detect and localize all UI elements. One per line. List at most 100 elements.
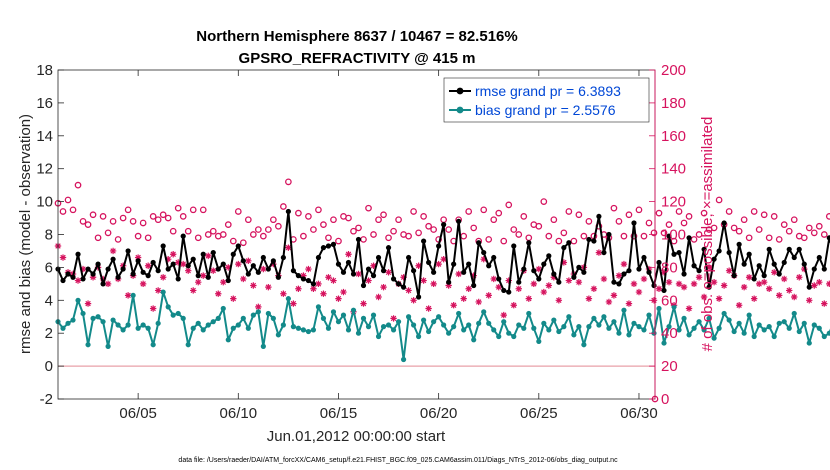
obs-possible-point [74, 181, 82, 189]
rmse-point [225, 277, 231, 284]
bias-point [566, 314, 572, 320]
obs-possible-point [825, 213, 830, 220]
bias-point [551, 317, 557, 323]
obs-assimilated-point [79, 265, 87, 273]
rmse-point [756, 263, 762, 269]
bias-point [726, 317, 732, 323]
rmse-point [175, 276, 181, 282]
x-tick-label: 06/20 [420, 405, 458, 422]
obs-possible-point [485, 236, 493, 243]
rmse-point [60, 277, 66, 284]
y2-tick-label: 140 [661, 161, 686, 178]
obs-possible-point [760, 211, 768, 219]
bias-point [771, 333, 777, 340]
obs-possible-point [775, 236, 783, 243]
obs-assimilated-point [655, 285, 663, 292]
rmse-point [691, 263, 697, 269]
obs-assimilated-point [500, 311, 507, 319]
rmse-point [561, 245, 567, 251]
obs-possible-point [490, 216, 498, 224]
rmse-point [245, 271, 251, 277]
bias-point [546, 327, 552, 333]
obs-assimilated-point [134, 254, 142, 261]
rmse-point [436, 243, 442, 249]
bias-point [340, 312, 347, 318]
bias-point [476, 320, 482, 326]
obs-assimilated-point [776, 292, 783, 299]
rmse-point [821, 266, 827, 272]
bias-point [300, 327, 307, 333]
obs-assimilated-point [164, 255, 172, 263]
bias-point [441, 322, 447, 328]
obs-assimilated-point [260, 265, 267, 273]
bias-point [345, 327, 352, 333]
obs-assimilated-point [290, 300, 297, 307]
bias-point [245, 325, 251, 331]
obs-assimilated-point [640, 275, 648, 283]
obs-possible-point [149, 213, 157, 220]
bias-point [130, 292, 136, 298]
rmse-point [541, 261, 547, 267]
bias-point [235, 322, 241, 328]
bias-point [215, 315, 221, 321]
rmse-point [305, 277, 312, 284]
footer-data-file: data file: /Users/raeder/DAI/ATM_forcXX/… [178, 457, 618, 464]
rmse-point [335, 261, 342, 267]
y-tick-label: 16 [36, 95, 53, 112]
rmse-point [811, 266, 817, 272]
obs-assimilated-point [89, 274, 97, 281]
obs-assimilated-point [245, 257, 252, 265]
obs-assimilated-point [705, 264, 713, 271]
bias-point [190, 325, 196, 331]
rmse-point [250, 263, 256, 269]
obs-possible-point [345, 214, 352, 222]
rmse-point [766, 246, 772, 252]
obs-assimilated-point [485, 292, 492, 299]
obs-possible-point [84, 221, 92, 228]
bias-point [811, 322, 817, 328]
obs-possible-point [480, 206, 488, 214]
rmse-point [120, 266, 126, 272]
bias-point [781, 319, 787, 325]
rmse-point [581, 269, 587, 275]
bias-point [716, 325, 722, 331]
rmse-point [611, 279, 617, 285]
rmse-point [375, 254, 382, 261]
rmse-point [370, 273, 377, 279]
bias-point [416, 333, 422, 340]
obs-assimilated-point [750, 295, 758, 302]
bias-point [100, 319, 106, 325]
rmse-point [325, 243, 332, 249]
rmse-point [746, 251, 752, 257]
obs-assimilated-point [555, 297, 563, 304]
rmse-point [265, 266, 271, 272]
bias-point [816, 325, 822, 331]
bias-point [656, 305, 662, 312]
y2-tick-label: 160 [661, 128, 686, 145]
obs-possible-point [645, 219, 653, 227]
obs-possible-point [800, 234, 808, 242]
obs-possible-point [375, 216, 382, 224]
obs-assimilated-point [380, 283, 387, 291]
obs-possible-point [94, 234, 102, 242]
bias-point [85, 342, 91, 348]
rmse-point [140, 269, 146, 275]
bias-point [581, 342, 587, 348]
rmse-point [441, 222, 447, 228]
obs-possible-point [715, 196, 723, 204]
y-tick-label: 18 [36, 62, 53, 79]
rmse-point [416, 294, 422, 300]
obs-possible-point [805, 224, 813, 232]
bias-point [641, 327, 647, 333]
bias-point [155, 320, 161, 326]
rmse-point [385, 245, 392, 251]
bias-point [325, 325, 332, 331]
rmse-point [150, 259, 156, 266]
bias-point [826, 330, 830, 336]
rmse-point [786, 246, 792, 252]
rmse-point [661, 287, 667, 294]
bias-point [756, 322, 762, 328]
obs-assimilated-point [99, 275, 107, 283]
obs-assimilated-point [200, 272, 207, 279]
bias-point [310, 327, 317, 333]
